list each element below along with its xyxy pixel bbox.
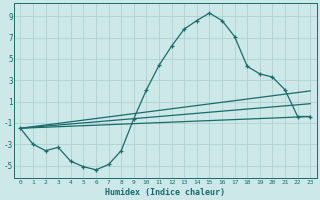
X-axis label: Humidex (Indice chaleur): Humidex (Indice chaleur) bbox=[105, 188, 225, 197]
